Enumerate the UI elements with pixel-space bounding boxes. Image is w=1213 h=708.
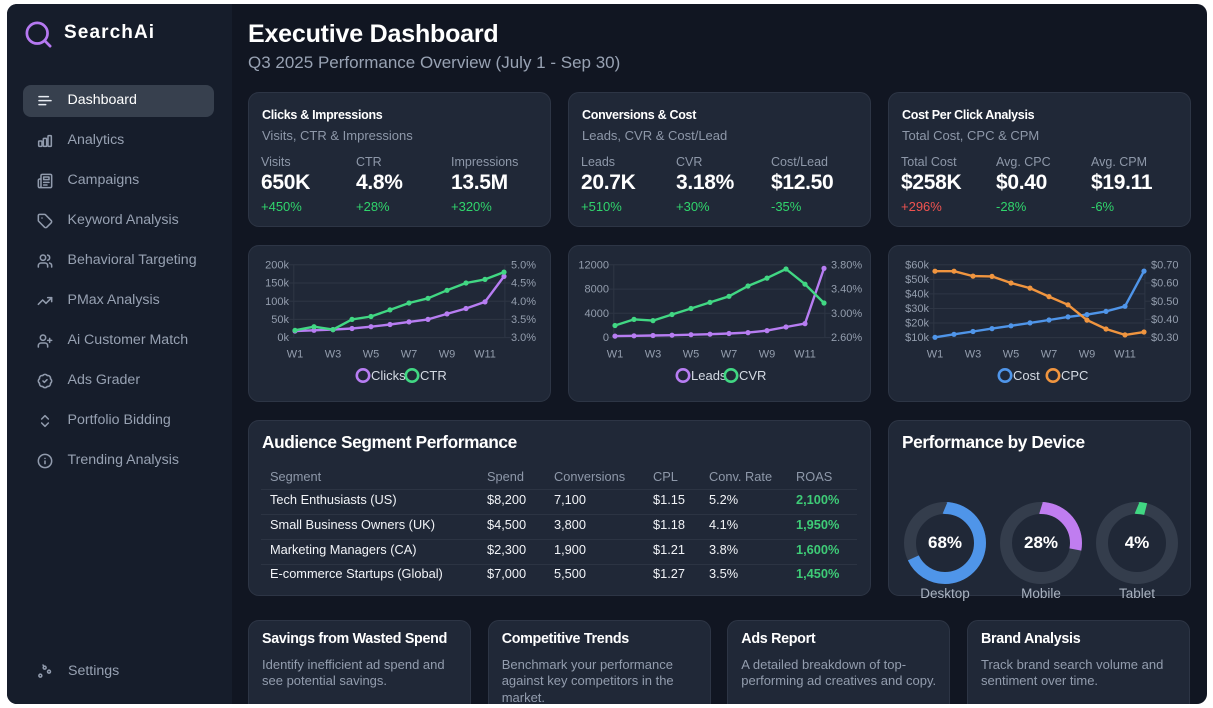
svg-text:W11: W11 [794, 349, 816, 361]
svg-text:$30k: $30k [905, 303, 929, 315]
svg-text:CPC: CPC [1061, 368, 1088, 383]
svg-text:W7: W7 [721, 349, 738, 361]
svg-text:$0.60: $0.60 [1151, 278, 1179, 290]
svg-text:W3: W3 [645, 349, 662, 361]
svg-text:W3: W3 [325, 349, 342, 361]
svg-text:W9: W9 [759, 349, 776, 361]
svg-text:Cost: Cost [1013, 368, 1040, 383]
svg-text:0: 0 [603, 332, 609, 344]
svg-text:50k: 50k [271, 314, 289, 326]
svg-text:3.5%: 3.5% [511, 314, 536, 326]
svg-text:W1: W1 [927, 349, 944, 361]
svg-text:4000: 4000 [585, 308, 609, 320]
svg-text:W9: W9 [439, 349, 456, 361]
svg-text:$60k: $60k [905, 259, 929, 271]
svg-text:W5: W5 [1003, 349, 1020, 361]
svg-text:W1: W1 [607, 349, 624, 361]
svg-text:3.40%: 3.40% [831, 284, 862, 296]
svg-text:W1: W1 [287, 349, 304, 361]
svg-text:$50k: $50k [905, 274, 929, 286]
svg-text:$0.40: $0.40 [1151, 314, 1179, 326]
svg-text:$0.30: $0.30 [1151, 332, 1179, 344]
svg-text:3.80%: 3.80% [831, 259, 862, 271]
svg-text:4.0%: 4.0% [511, 296, 536, 308]
svg-text:$20k: $20k [905, 318, 929, 330]
svg-text:W9: W9 [1079, 349, 1096, 361]
svg-text:150k: 150k [265, 278, 289, 290]
svg-text:$10k: $10k [905, 332, 929, 344]
svg-text:Leads: Leads [691, 368, 727, 383]
svg-text:2.60%: 2.60% [831, 332, 862, 344]
svg-text:W11: W11 [1114, 349, 1136, 361]
svg-text:0k: 0k [277, 332, 289, 344]
svg-text:5.0%: 5.0% [511, 259, 536, 271]
svg-text:$40k: $40k [905, 289, 929, 301]
svg-text:$0.50: $0.50 [1151, 296, 1179, 308]
svg-text:3.0%: 3.0% [511, 332, 536, 344]
svg-text:W5: W5 [363, 349, 380, 361]
svg-text:Clicks: Clicks [371, 368, 406, 383]
svg-text:W5: W5 [683, 349, 700, 361]
svg-text:8000: 8000 [585, 284, 609, 296]
svg-text:200k: 200k [265, 259, 289, 271]
svg-text:CTR: CTR [420, 368, 447, 383]
svg-text:W3: W3 [965, 349, 982, 361]
svg-text:CVR: CVR [739, 368, 766, 383]
svg-text:W7: W7 [401, 349, 418, 361]
svg-text:4.5%: 4.5% [511, 278, 536, 290]
svg-text:100k: 100k [265, 296, 289, 308]
svg-text:$0.70: $0.70 [1151, 259, 1179, 271]
svg-text:W7: W7 [1041, 349, 1058, 361]
svg-text:12000: 12000 [578, 259, 609, 271]
svg-text:3.00%: 3.00% [831, 308, 862, 320]
svg-text:W11: W11 [474, 349, 496, 361]
